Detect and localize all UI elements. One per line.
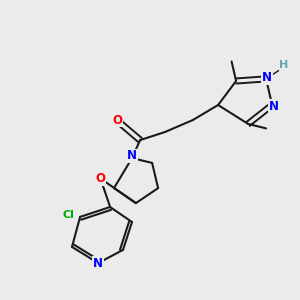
Text: N: N [262,71,272,84]
Text: N: N [127,149,137,163]
Text: O: O [112,113,122,127]
Text: N: N [268,100,279,113]
Text: N: N [93,256,103,270]
Text: H: H [280,60,289,70]
Text: Cl: Cl [63,210,75,220]
Text: O: O [95,172,106,185]
